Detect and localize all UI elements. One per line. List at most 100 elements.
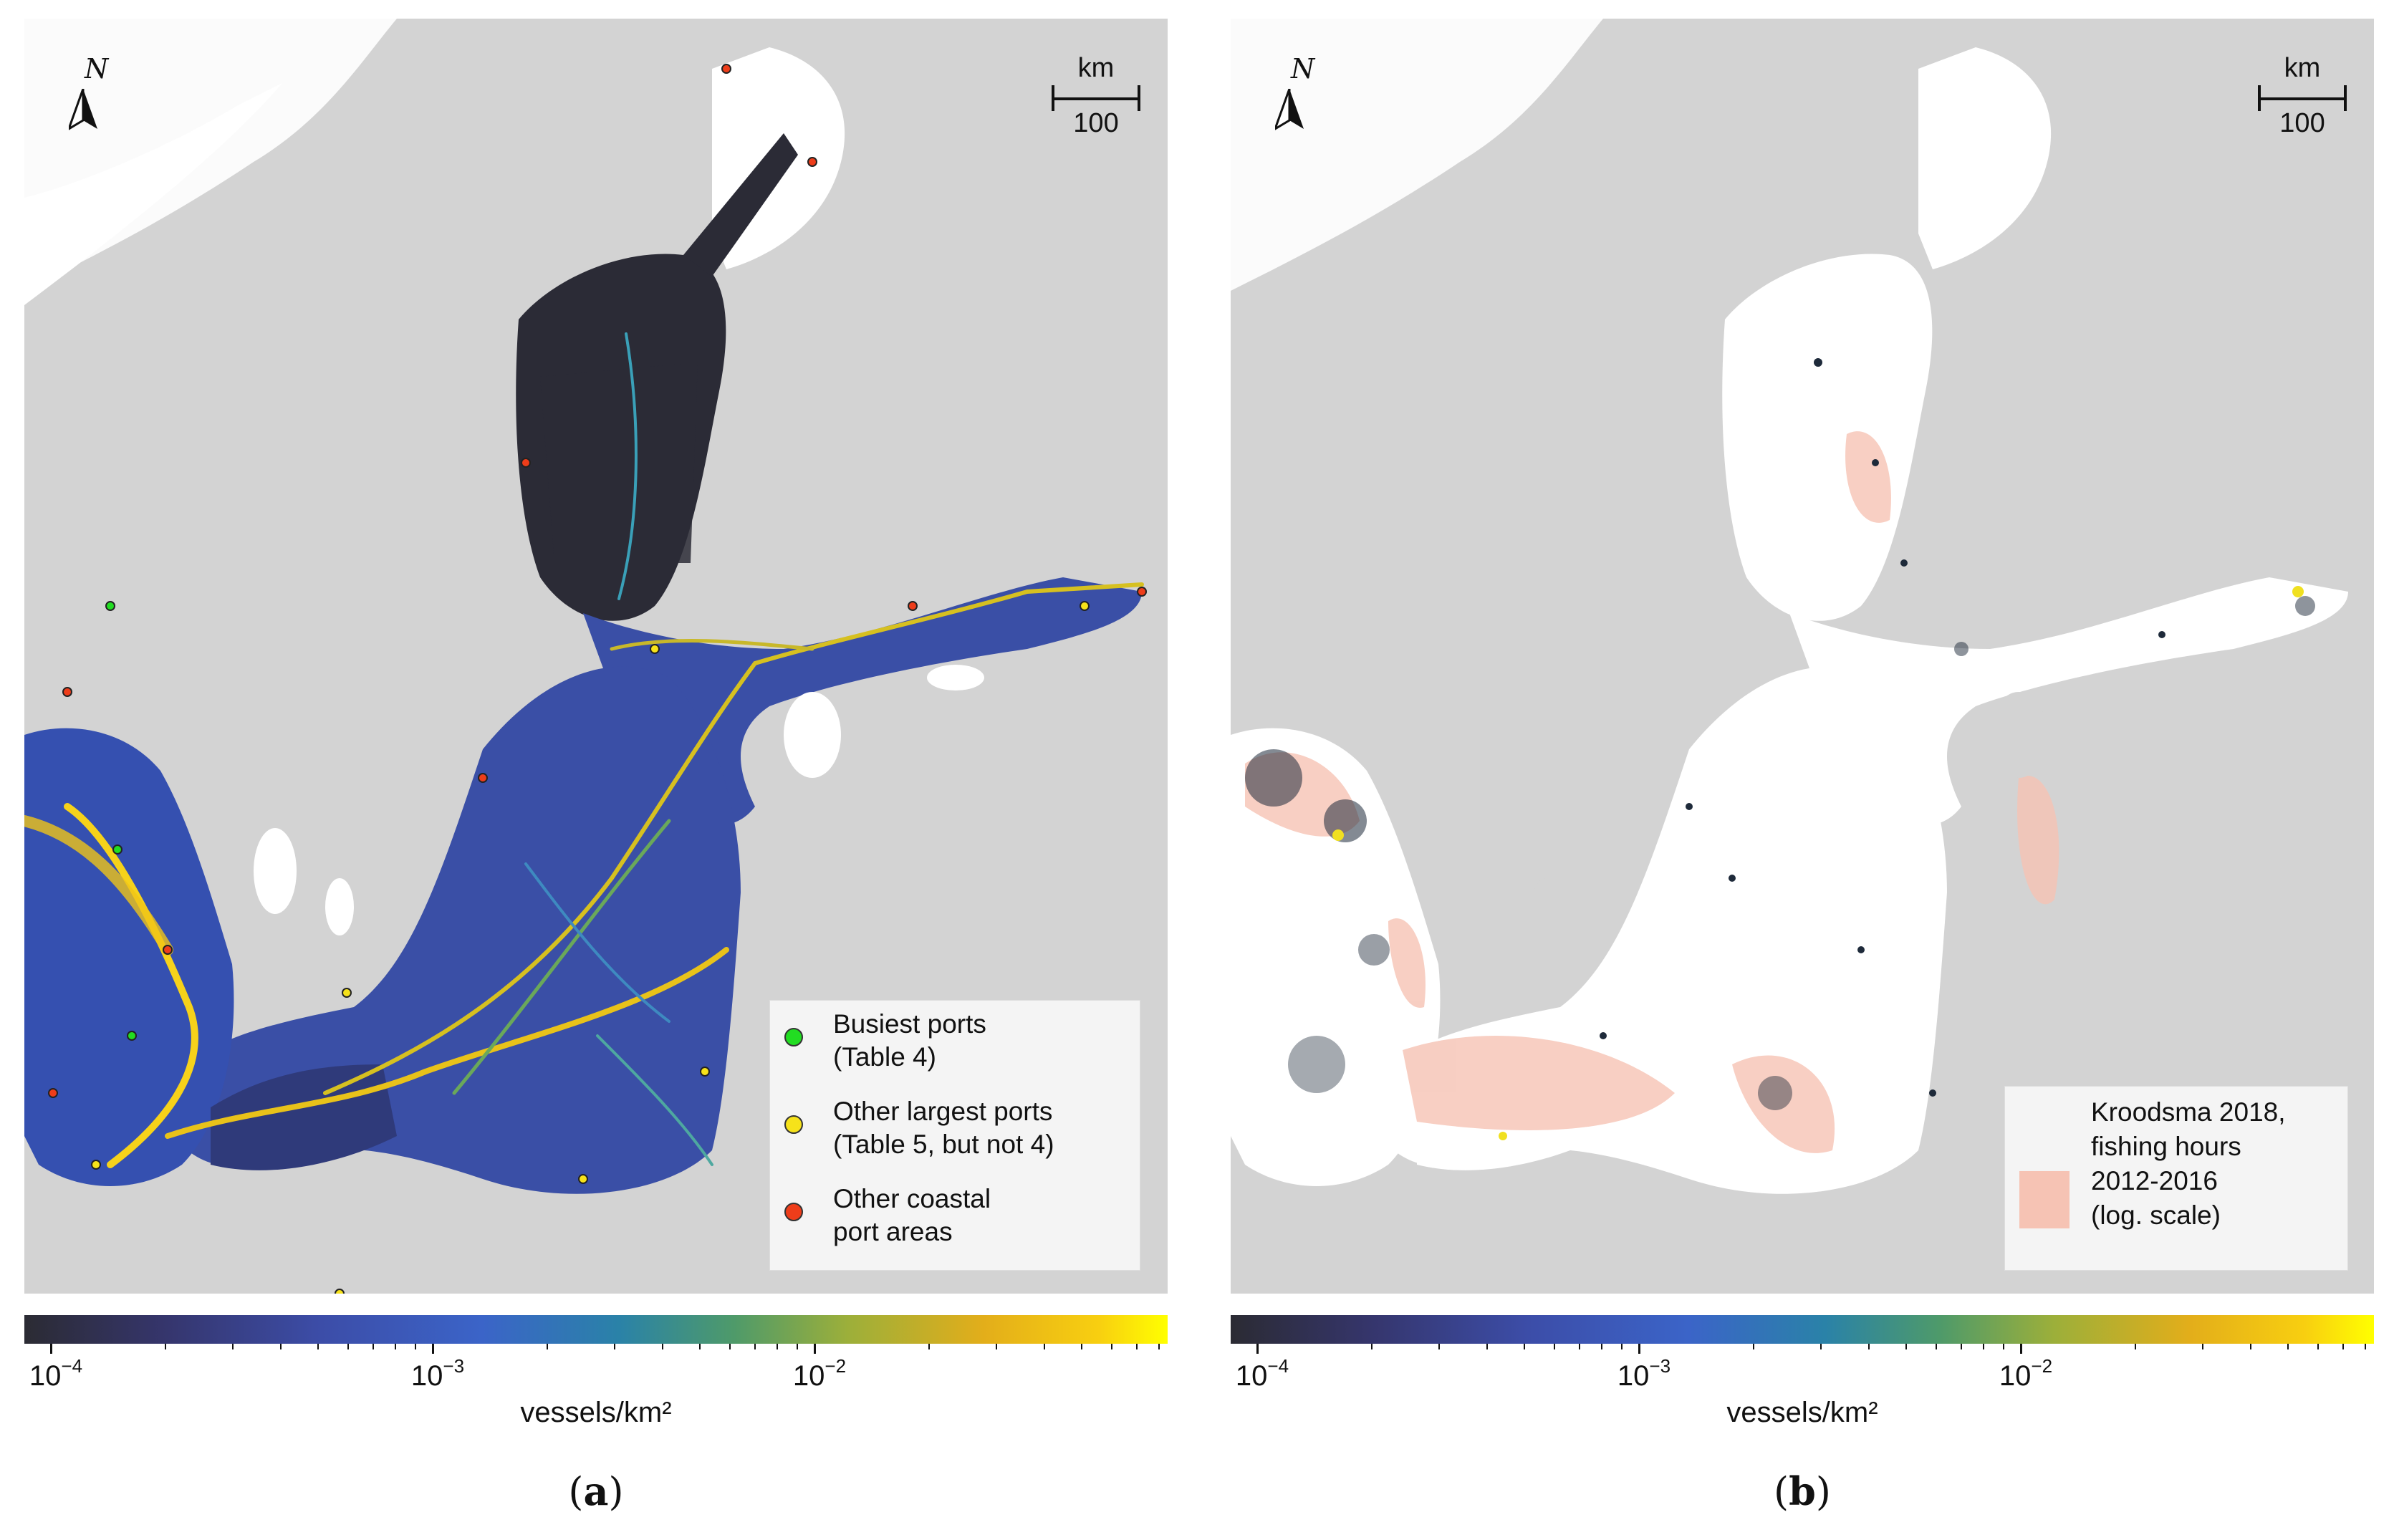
- colorbar-tick-label: 10−4: [29, 1355, 83, 1392]
- colorbar-minor-tick: [1486, 1344, 1488, 1349]
- colorbar-minor-tick: [414, 1344, 416, 1349]
- shipping-lanes: [24, 332, 1144, 1168]
- colorbar-minor-tick: [547, 1344, 549, 1349]
- colorbar-minor-tick: [2249, 1344, 2251, 1349]
- colorbar-minor-tick: [395, 1344, 397, 1349]
- yellow-dot-icon: [784, 1115, 803, 1134]
- colorbar-minor-tick: [347, 1344, 349, 1349]
- colorbar-minor-tick: [614, 1344, 616, 1349]
- colorbar-tick-label: 10−3: [410, 1355, 465, 1392]
- colorbar-tick: [1638, 1344, 1640, 1354]
- colorbar-minor-tick: [2202, 1344, 2204, 1349]
- colorbar-minor-tick: [2365, 1344, 2367, 1349]
- colorbar-tick: [432, 1344, 434, 1354]
- colorbar-minor-tick: [232, 1344, 234, 1349]
- scale-value: 100: [2279, 108, 2325, 138]
- map-b: N km 100 Kroodsma 2018, fishing hours 20…: [1231, 19, 2374, 1294]
- legend-text: (Table 4): [833, 1042, 936, 1072]
- colorbar-a: [24, 1315, 1168, 1344]
- colorbar-minor-tick: [1579, 1344, 1581, 1349]
- colorbar-minor-tick: [1523, 1344, 1525, 1349]
- colorbar-minor-tick: [729, 1344, 731, 1349]
- colorbar-minor-tick: [1905, 1344, 1907, 1349]
- colorbar-minor-tick: [1371, 1344, 1373, 1349]
- colorbar-minor-tick: [698, 1344, 701, 1349]
- port-dots: [48, 64, 1147, 1294]
- lakes: [254, 665, 984, 935]
- panel-b: N km 100 Kroodsma 2018, fishing hours 20…: [1231, 0, 2384, 1540]
- colorbar-minor-tick: [928, 1344, 931, 1349]
- subfigure-label-b: (b): [1774, 1468, 1831, 1514]
- colorbar-minor-tick: [2287, 1344, 2289, 1349]
- baltic-traffic-map: [24, 19, 1147, 1294]
- colorbar-minor-tick: [1043, 1344, 1045, 1349]
- colorbar-minor-tick: [1935, 1344, 1937, 1349]
- map-a: N km 100 Busiest ports (Table 4) Other la…: [24, 19, 1168, 1294]
- colorbar-tick: [2020, 1344, 2022, 1354]
- colorbar-tick-label: 10−4: [1235, 1355, 1289, 1392]
- yellow-points: [1332, 586, 2304, 1140]
- colorbar-minor-tick: [2317, 1344, 2319, 1349]
- colorbar-minor-tick: [1983, 1344, 1985, 1349]
- colorbar-tick: [814, 1344, 816, 1354]
- colorbar-minor-tick: [1601, 1344, 1603, 1349]
- colorbar-minor-tick: [1438, 1344, 1441, 1349]
- baltic-fishing-map: [1231, 19, 2348, 1194]
- green-dot-icon: [784, 1028, 803, 1046]
- colorbar-tick: [50, 1344, 52, 1354]
- sea-area: [1231, 47, 2348, 1194]
- scale-value: 100: [1073, 108, 1119, 138]
- colorbar-label: vessels/km²: [1726, 1397, 1878, 1428]
- legend-text: Other coastal: [833, 1184, 991, 1213]
- colorbar-minor-tick: [1553, 1344, 1555, 1349]
- legend-a: Busiest ports (Table 4) Other largest por…: [769, 1000, 1140, 1271]
- colorbar-tick-label: 10−2: [792, 1355, 847, 1392]
- legend-b: Kroodsma 2018, fishing hours 2012-2016 (…: [2004, 1086, 2348, 1271]
- colorbar-minor-tick: [1136, 1344, 1138, 1349]
- sea-area: [24, 47, 1142, 1194]
- panel-a: N km 100 Busiest ports (Table 4) Other la…: [24, 0, 1178, 1540]
- colorbar-minor-tick: [1110, 1344, 1112, 1349]
- colorbar-minor-tick: [1080, 1344, 1082, 1349]
- colorbar-minor-tick: [777, 1344, 779, 1349]
- north-label: N: [1291, 53, 1315, 85]
- colorbar-tick: [1256, 1344, 1259, 1354]
- north-label: N: [85, 53, 109, 85]
- north-arrow: N: [69, 53, 112, 139]
- north-arrow-icon: [1275, 89, 1304, 130]
- fishing-hours-swatch: [2019, 1171, 2069, 1228]
- colorbar-minor-tick: [996, 1344, 998, 1349]
- islands: [1460, 692, 2047, 935]
- colorbar-minor-tick: [279, 1344, 282, 1349]
- colorbar-minor-tick: [1158, 1344, 1160, 1349]
- red-dot-icon: [784, 1203, 803, 1221]
- legend-text: Busiest ports: [833, 1009, 986, 1039]
- legend-text: Other largest ports: [833, 1097, 1053, 1126]
- colorbar-minor-tick: [1961, 1344, 1963, 1349]
- scale-bar: km 100: [1046, 53, 1146, 139]
- colorbar-minor-tick: [165, 1344, 167, 1349]
- scale-bar-line: [1052, 85, 1140, 111]
- colorbar-minor-tick: [661, 1344, 663, 1349]
- colorbar-minor-tick: [2002, 1344, 2004, 1349]
- colorbar-minor-tick: [372, 1344, 375, 1349]
- colorbar-tick-label: 10−3: [1617, 1355, 1671, 1392]
- colorbar-minor-tick: [2135, 1344, 2137, 1349]
- colorbar-label: vessels/km²: [520, 1397, 672, 1428]
- colorbar-minor-tick: [317, 1344, 319, 1349]
- scale-bar: km 100: [2252, 53, 2352, 139]
- subfigure-label-a: (a): [568, 1468, 624, 1514]
- scale-unit: km: [1077, 53, 1115, 83]
- north-arrow-icon: [69, 89, 97, 130]
- colorbar-minor-tick: [1867, 1344, 1870, 1349]
- colorbar-minor-tick: [2342, 1344, 2345, 1349]
- colorbar-minor-tick: [796, 1344, 798, 1349]
- colorbar-tick-label: 10−2: [1999, 1355, 2053, 1392]
- legend-text: port areas: [833, 1217, 953, 1246]
- legend-text: (Table 5, but not 4): [833, 1130, 1054, 1159]
- colorbar-b: [1231, 1315, 2374, 1344]
- scale-bar-line: [2258, 85, 2347, 111]
- colorbar-minor-tick: [754, 1344, 756, 1349]
- colorbar-minor-tick: [1620, 1344, 1623, 1349]
- north-arrow: N: [1275, 53, 1318, 139]
